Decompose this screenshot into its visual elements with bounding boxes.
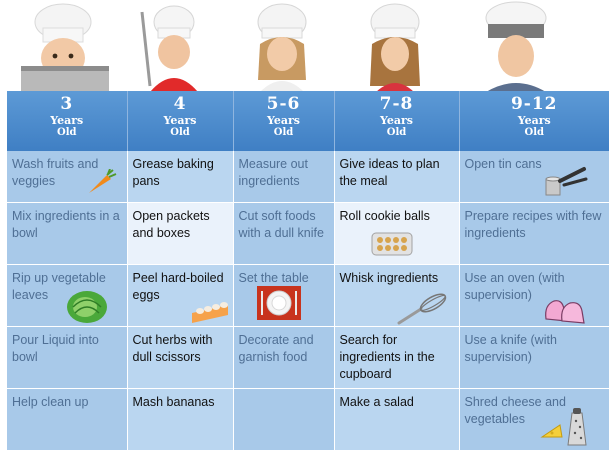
task-cell: Decorate and garnish food [233, 326, 335, 389]
kitchen-tasks-by-age-table: 3 Years Old 4 Years Old 5-6 Years Old 7-… [7, 91, 610, 450]
cheese-grater-icon [539, 407, 588, 450]
task-text: Mix ingredients in a bowl [12, 208, 120, 240]
task-text: Rip up vegetable leaves [12, 270, 106, 302]
table-row: Help clean up Mash bananas Make a salad … [7, 388, 610, 450]
boy-chef-with-ladle-image [128, 0, 208, 92]
old-label: Old [273, 127, 294, 138]
years-label: Years [163, 114, 197, 127]
years-label: Years [50, 114, 84, 127]
task-text: Cut soft foods with a dull knife [238, 208, 324, 240]
task-cell: Cut soft foods with a dull knife [233, 202, 335, 265]
task-text: Give ideas to plan the meal [339, 157, 440, 188]
task-text: Decorate and garnish food [238, 332, 314, 364]
lettuce-icon [65, 289, 109, 326]
kids-photo-strip [0, 0, 612, 92]
years-label: Years [517, 114, 551, 127]
task-cell: Set the table [233, 264, 335, 327]
task-cell: Grease baking pans [127, 151, 234, 203]
task-text: Set the table [238, 270, 309, 285]
task-text: Wash fruits and veggies [12, 157, 99, 188]
task-cell: Peel hard-boiled eggs [127, 264, 234, 327]
years-label: Years [266, 114, 300, 127]
years-label: Years [379, 114, 413, 127]
age-column-header: 5-6 Years Old [233, 91, 335, 151]
task-cell: Use a knife (with supervision) [459, 326, 610, 389]
task-cell: Prepare recipes with few ingredients [459, 202, 610, 265]
task-cell: Whisk ingredients [334, 264, 460, 327]
age-header-row: 3 Years Old 4 Years Old 5-6 Years Old 7-… [7, 91, 609, 151]
task-cell: Shred cheese and vegetables [459, 388, 610, 450]
task-cell: Mash bananas [127, 388, 234, 450]
age-column-header: 7-8 Years Old [334, 91, 460, 151]
age-range: 3 [60, 94, 74, 114]
task-text: Whisk ingredients [339, 270, 439, 285]
task-cell: Rip up vegetable leaves [7, 264, 128, 327]
age-column-header: 4 Years Old [127, 91, 234, 151]
old-label: Old [170, 127, 190, 138]
task-cell: Measure out ingredients [233, 151, 335, 203]
older-girl-chef-image [360, 0, 430, 92]
task-cell [233, 388, 335, 450]
task-text: Open packets and boxes [132, 208, 210, 240]
task-cell: Open packets and boxes [127, 202, 234, 265]
task-cell: Roll cookie balls [334, 202, 460, 265]
task-cell: Mix ingredients in a bowl [7, 202, 128, 265]
task-cell: Make a salad [334, 388, 460, 450]
task-cell: Open tin cans [459, 151, 610, 203]
task-text: Measure out ingredients [238, 157, 308, 188]
task-text: Search for ingredients in the cupboard [339, 332, 435, 381]
task-text: Mash bananas [132, 394, 215, 409]
task-cell: Pour Liquid into bowl [7, 326, 128, 389]
task-text: Help clean up [12, 394, 89, 409]
age-range: 5-6 [266, 94, 301, 114]
task-text: Roll cookie balls [339, 208, 430, 223]
can-opener-icon [544, 165, 590, 201]
task-text: Shred cheese and vegetables [464, 394, 566, 426]
task-cell: Search for ingredients in the cupboard [334, 326, 460, 389]
task-cell: Help clean up [7, 388, 128, 450]
task-text: Prepare recipes with few ingredients [464, 208, 602, 240]
task-cell: Give ideas to plan the meal [334, 151, 460, 203]
whisk-icon [397, 293, 449, 326]
cookie-tray-icon [371, 232, 413, 261]
girl-chef-image [246, 0, 316, 92]
age-column-header: 9-12 Years Old [459, 91, 609, 151]
task-text: Use an oven (with supervision) [464, 270, 565, 302]
carrot-icon [85, 168, 117, 201]
old-label: Old [524, 127, 544, 138]
task-cell: Wash fruits and veggies [7, 151, 128, 203]
task-text: Peel hard-boiled eggs [132, 270, 224, 302]
task-cell: Cut herbs with dull scissors [127, 326, 234, 389]
task-cell: Use an oven (with supervision) [459, 264, 610, 327]
table-row: Pour Liquid into bowl Cut herbs with dul… [7, 326, 610, 389]
table-row: Mix ingredients in a bowl Open packets a… [7, 202, 610, 265]
old-label: Old [56, 127, 77, 138]
task-text: Make a salad [339, 394, 414, 409]
age-range: 4 [173, 94, 187, 114]
table-row: Wash fruits and veggies Grease baking pa… [7, 151, 610, 203]
old-label: Old [386, 127, 407, 138]
task-text: Pour Liquid into bowl [12, 332, 99, 364]
age-range: 9-12 [510, 94, 558, 114]
place-setting-icon [256, 285, 302, 326]
age-column-header: 3 Years Old [7, 91, 128, 151]
toddler-chef-in-pot-image [15, 0, 115, 92]
oven-mitts-icon [542, 293, 588, 326]
age-range: 7-8 [379, 94, 414, 114]
task-text: Open tin cans [464, 157, 542, 171]
table-row: Rip up vegetable leaves Peel hard-boiled… [7, 264, 610, 327]
task-text: Cut herbs with dull scissors [132, 332, 213, 364]
egg-carton-icon [190, 299, 230, 326]
older-boy-chef-image [470, 0, 560, 92]
task-text: Grease baking pans [132, 157, 214, 188]
task-text: Use a knife (with supervision) [464, 332, 557, 364]
